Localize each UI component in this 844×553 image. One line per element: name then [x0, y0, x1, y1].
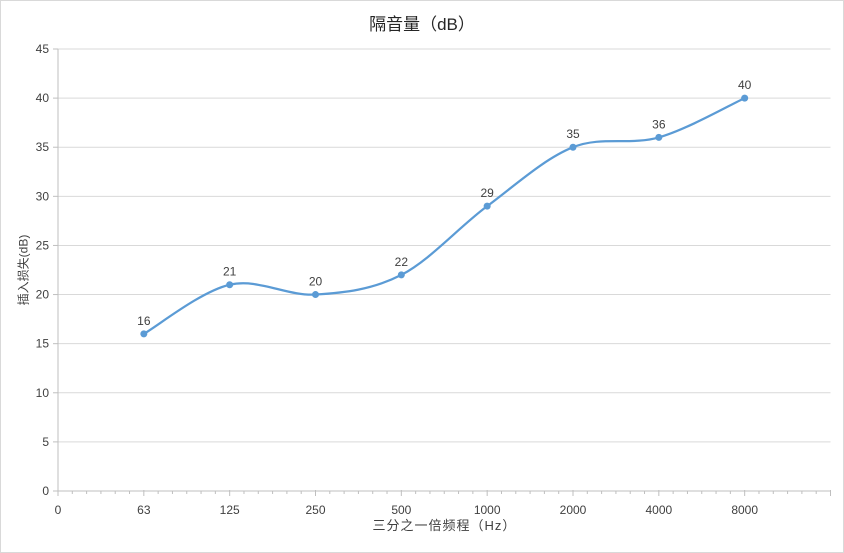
series-line: [142, 96, 746, 335]
x-tick-label: 500: [391, 503, 411, 517]
data-label: 22: [395, 255, 409, 269]
data-label: 36: [652, 117, 666, 131]
data-label: 21: [223, 265, 237, 279]
x-tick-label: 4000: [645, 503, 672, 517]
x-tick-label: 2000: [560, 503, 587, 517]
y-tick-label: 0: [42, 484, 49, 498]
x-tick-label: 63: [137, 503, 151, 517]
data-point-marker: [140, 330, 148, 338]
y-tick-label: 35: [36, 140, 50, 154]
data-label: 35: [566, 127, 580, 141]
data-point-marker: [655, 133, 663, 141]
x-tick-label: 125: [220, 503, 240, 517]
data-point-marker: [483, 202, 491, 210]
x-axis-title: 三分之一倍频程（Hz）: [372, 518, 517, 533]
x-tick-label: 0: [55, 503, 62, 517]
x-tick-label: 1000: [474, 503, 501, 517]
data-label: 20: [309, 275, 323, 289]
data-point-marker: [741, 94, 749, 102]
data-point-marker: [569, 143, 577, 151]
y-tick-label: 15: [36, 337, 50, 351]
y-tick-label: 40: [36, 91, 50, 105]
data-label: 40: [738, 78, 752, 92]
y-tick-label: 20: [36, 288, 50, 302]
x-tick-label: 250: [305, 503, 325, 517]
y-tick-label: 30: [36, 189, 50, 203]
y-tick-label: 45: [36, 42, 50, 56]
x-tick-label: 8000: [731, 503, 758, 517]
y-tick-label: 5: [42, 435, 49, 449]
chart-title: 隔音量（dB）: [369, 15, 475, 34]
data-label: 29: [480, 186, 494, 200]
data-label: 16: [137, 314, 151, 328]
y-tick-label: 25: [36, 238, 50, 252]
y-tick-label: 10: [36, 386, 50, 400]
data-point-marker: [226, 281, 234, 289]
data-point-marker: [397, 271, 405, 279]
data-point-marker: [312, 291, 319, 299]
